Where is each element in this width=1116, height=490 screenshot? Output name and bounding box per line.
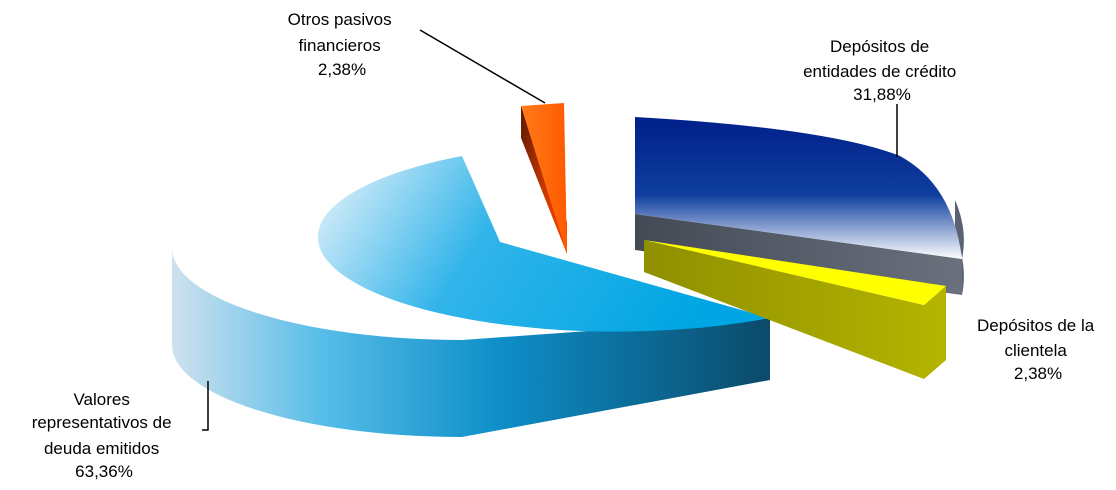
slice-otros-pasivos-top [521,103,567,254]
slice-valores-representativos [172,156,770,437]
label-depositos-clientela: Depósitos de la clientela 2,38% [977,316,1099,383]
label-depositos-entidades-line2: entidades de crédito [803,62,956,81]
label-valores-line3: deuda emitidos [44,439,159,458]
slice-depositos-clientela-side [644,240,946,379]
label-valores-line2: representativos de [32,413,172,432]
label-depositos-entidades-line1: Depósitos de [830,37,929,56]
label-otros-pasivos-value: 2,38% [318,60,366,79]
slice-depositos-entidades-front [955,200,964,295]
label-otros-pasivos-line1: Otros pasivos [288,10,392,29]
leader-lines [202,29,898,431]
label-valores-line1: Valores [73,390,129,409]
leader-valores [202,381,209,431]
slice-depositos-entidades-top [635,117,962,259]
label-otros-pasivos-line2: financieros [299,36,381,55]
slice-depositos-clientela-top [644,240,946,305]
label-depositos-clientela-line2: clientela [1004,341,1067,360]
slice-depositos-entidades [635,117,964,295]
slice-depositos-entidades-side [635,214,962,295]
slice-otros-pasivos [521,103,567,254]
label-depositos-entidades: Depósitos de entidades de crédito 31,88% [803,37,961,104]
label-valores-representativos: Valores representativos de deuda emitido… [32,390,177,481]
label-depositos-clientela-line1: Depósitos de la [977,316,1095,335]
slice-valores-top [317,156,770,332]
label-valores-value: 63,36% [75,462,133,481]
slice-depositos-clientela [644,240,946,379]
label-otros-pasivos: Otros pasivos financieros 2,38% [288,10,397,79]
label-depositos-entidades-value: 31,88% [853,85,911,104]
slice-valores-side [172,248,770,437]
label-depositos-clientela-value: 2,38% [1014,364,1062,383]
leader-otros-pasivos [419,29,546,104]
